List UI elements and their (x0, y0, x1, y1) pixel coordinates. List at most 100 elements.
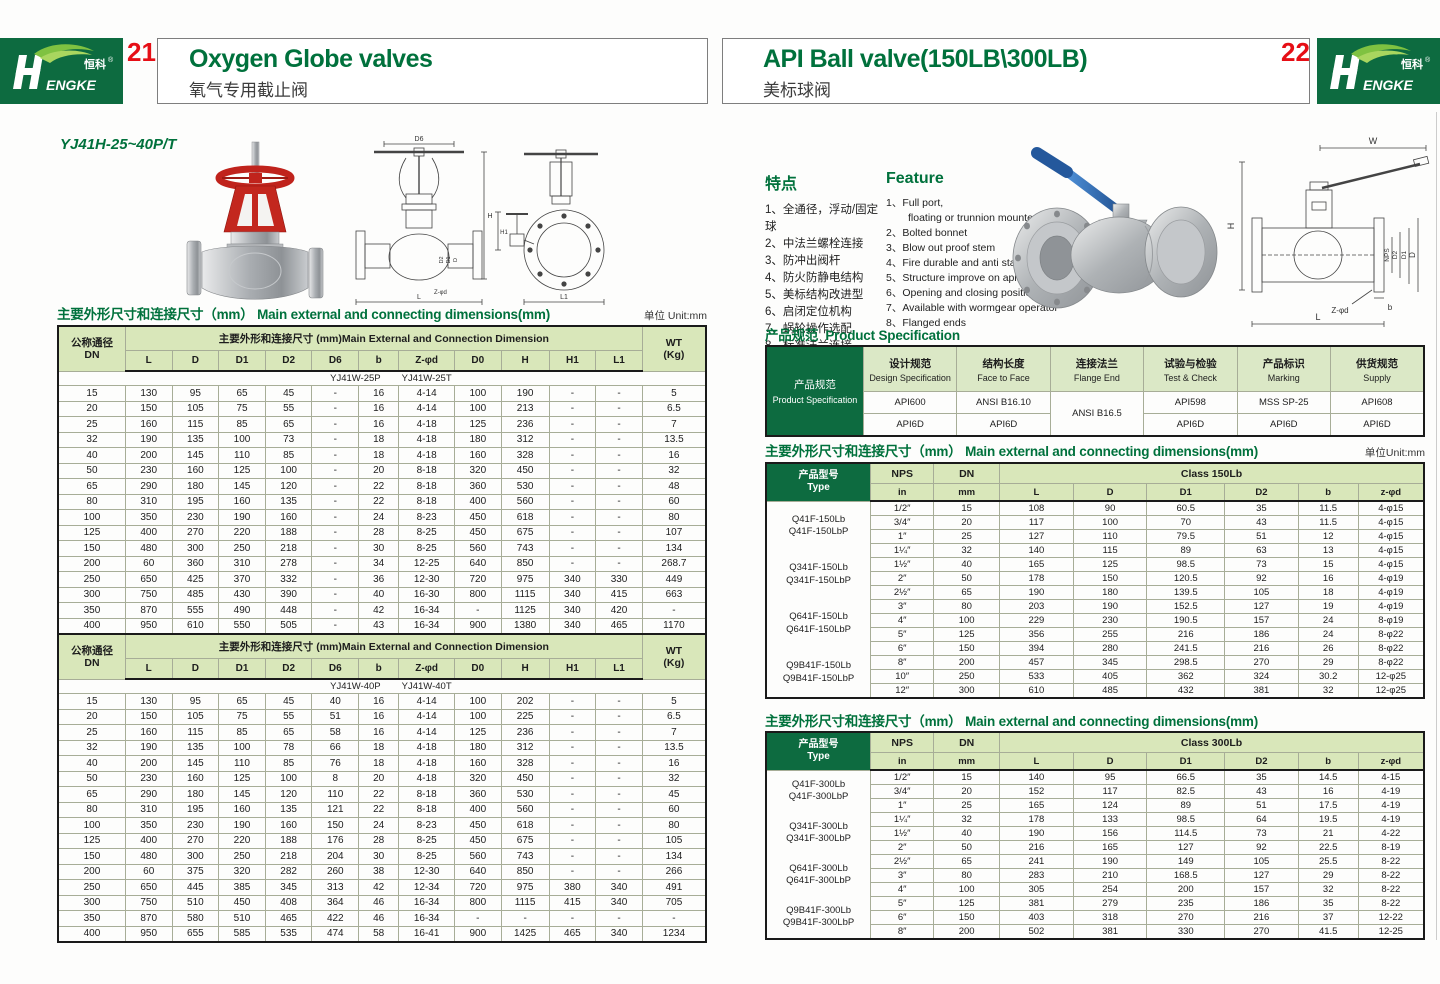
table-row: 80 310 195 160 135 121 22 8-18 400 560- -60 (57, 801, 707, 818)
spec-value-merged: ANSI B16.5 (1049, 391, 1145, 437)
table-cell: 230 (171, 509, 220, 526)
table-cell: 15 (933, 500, 1001, 516)
table-cell: 120.5 (1146, 571, 1226, 586)
table-cell: 22 (358, 801, 400, 818)
table-cell: 394 (999, 641, 1074, 656)
table-row: 200 60 375 320 282 260 38 12-30 640 850- -266 (57, 863, 707, 880)
spec-col-header: 产品标识 Marking (1236, 345, 1331, 392)
col-header: H1 (548, 350, 597, 372)
table-cell: 125 (57, 832, 126, 849)
col-header: H (500, 658, 550, 680)
table-cell: 60.5 (1146, 500, 1226, 516)
table-cell: 30 (358, 848, 400, 865)
table-row: Q41F-150Lb Q41F-150LbP Q341F-150Lb Q341F-15… (765, 500, 1425, 699)
table-cell: 457 (999, 655, 1074, 670)
table-cell: 80 (57, 493, 126, 510)
table-cell: 381 (1072, 924, 1148, 940)
table-cell: 80 (641, 817, 707, 834)
col-header-nps: NPS (870, 462, 935, 484)
table-cell: 160 (218, 801, 266, 818)
table-cell: 16-30 (398, 586, 455, 603)
dim-label-nps: NPS (1384, 248, 1391, 262)
table-cell: 555 (171, 602, 220, 619)
table-cell: - (311, 586, 360, 603)
model-row-cell (125, 678, 312, 694)
table-cell: 127 (1146, 840, 1226, 855)
table-cell: 105 (1224, 854, 1299, 869)
table-cell: 350 (57, 910, 126, 927)
col-header: z-φd (1357, 483, 1425, 502)
table-cell: 310 (124, 801, 173, 818)
table-cell: - (595, 863, 643, 880)
table-cell: 220 (218, 524, 266, 541)
table-cell: 73 (1224, 557, 1299, 572)
table-cell: 282 (264, 863, 313, 880)
table-cell: - (311, 385, 360, 402)
col-header: D1 (218, 350, 266, 372)
table-cell: 22 (358, 493, 400, 510)
table-row: 25 160 115 85 65 58 16 4-14 125 236- -7 (57, 724, 707, 741)
model-row-cell (642, 678, 706, 694)
table-cell: 58 (358, 925, 400, 943)
table-cell: 108 (999, 500, 1074, 516)
table-cell: 125 (57, 524, 126, 541)
col-header: L (999, 752, 1074, 771)
table-cell: 51 (311, 708, 360, 725)
table-cell: 16 (358, 708, 400, 725)
table-cell: 100 (933, 882, 1001, 897)
table-cell: 110 (218, 447, 266, 464)
feature-item-cn: 7、蜗轮操作选配 (765, 323, 852, 335)
table-cell: 35 (1224, 500, 1299, 516)
table-cell: 340 (548, 617, 597, 635)
table-cell: 152 (999, 784, 1074, 799)
table-cell: 350 (124, 817, 173, 834)
table150-title-cn: 主要外形尺寸和连接尺寸（mm） (765, 444, 962, 459)
table-cell: 870 (124, 910, 173, 927)
table-cell: 89 (1146, 543, 1226, 558)
col-header-dn: 公称通径 DN (57, 325, 126, 372)
table-cell: 6.5 (641, 708, 707, 725)
table-cell: - (311, 555, 360, 572)
type-group: Q641F-150Lb Q641F-150LbP (767, 611, 870, 636)
table-cell: 165 (999, 798, 1074, 813)
table-cell: 332 (264, 571, 313, 588)
spec-value: API6D (956, 413, 1051, 437)
table-cell: 450 (218, 894, 266, 911)
col-header: H (500, 350, 550, 372)
type-model-label: Q641F-150LbP (786, 623, 852, 635)
feature-item-cn: 1、全通径，浮动/固定球 (765, 204, 879, 233)
table-cell: 15 (57, 693, 126, 710)
table-cell: 100 (264, 770, 313, 787)
table-cell: 186 (1224, 627, 1299, 642)
table-cell: 800 (454, 894, 502, 911)
dim-label-zd: Z-φd (434, 290, 447, 296)
col-header: L (124, 658, 173, 680)
table-cell: 350 (124, 509, 173, 526)
spec-value: API6D (1329, 413, 1425, 437)
table-cell: 75 (218, 708, 266, 725)
table-cell: 117 (1072, 784, 1148, 799)
table-cell: 550 (218, 617, 266, 635)
table-cell: 4-19 (1357, 798, 1425, 813)
table-cell: 200 (1146, 882, 1226, 897)
table-cell: - (595, 708, 643, 725)
table-cell: 40 (57, 755, 126, 772)
table-cell: 186 (1224, 896, 1299, 911)
table-row: 20 150 105 75 55 51 16 4-14 100 225- -6.5 (57, 708, 707, 725)
table-row: 300 750 510 450 408 364 46 16-34 800 1115 415 340 70… (57, 894, 707, 911)
table-cell: 30 (358, 540, 400, 557)
spec-value: API600 (862, 391, 958, 414)
table-cell: - (595, 910, 643, 927)
table-cell: 120 (264, 478, 313, 495)
table-cell: - (548, 786, 597, 803)
table-cell: 425 (171, 571, 220, 588)
table-cell: 870 (124, 602, 173, 619)
table-cell: 300 (933, 683, 1001, 699)
table-cell: 236 (500, 416, 550, 433)
dim-label-l1: L1 (560, 294, 568, 301)
dim-label-zd: Z-φd (1331, 306, 1348, 315)
type-group: Q341F-300Lb Q341F-300LbP (767, 821, 870, 846)
table-cell: 675 (500, 524, 550, 541)
table-row: 5″ 125 381 279 235 186 35 8-22 (766, 896, 1425, 911)
col-header: L1 (595, 658, 643, 680)
